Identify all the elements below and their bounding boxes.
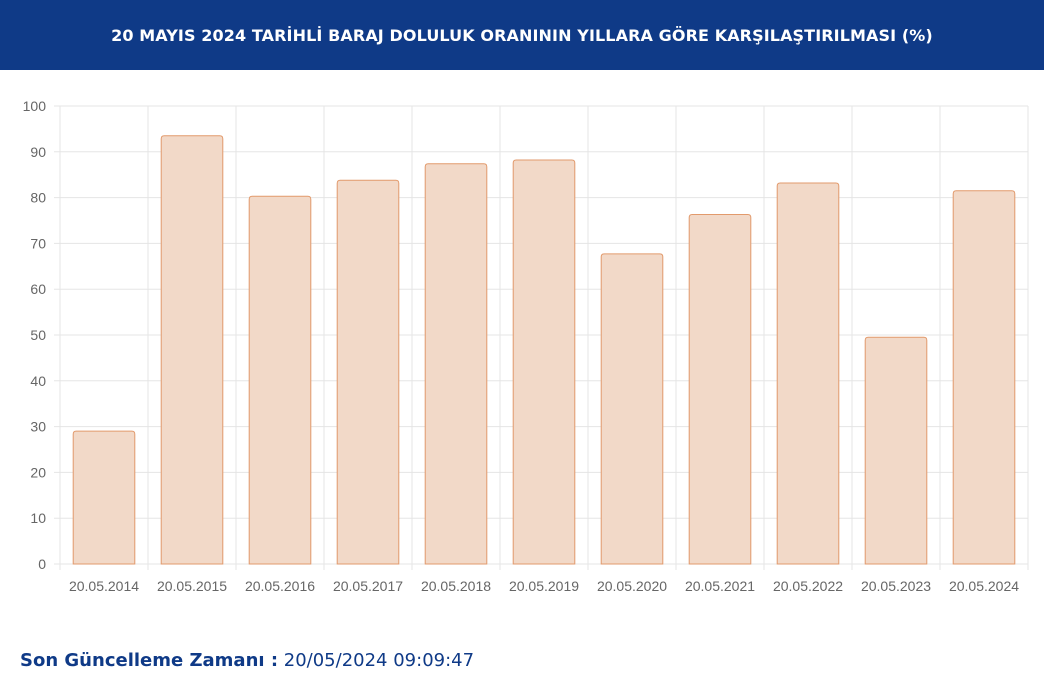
- last-update-value: 20/05/2024 09:09:47: [283, 650, 475, 671]
- x-tick-label: 20.05.2023: [861, 578, 931, 594]
- x-tick-label: 20.05.2018: [421, 578, 491, 594]
- y-tick-label: 80: [30, 190, 46, 206]
- x-tick-label: 20.05.2017: [333, 578, 403, 594]
- y-tick-label: 10: [30, 510, 46, 526]
- chart-header: 20 MAYIS 2024 TARİHLİ BARAJ DOLULUK ORAN…: [0, 0, 1044, 70]
- bar: [248, 195, 312, 565]
- x-tick-label: 20.05.2020: [597, 578, 667, 594]
- y-tick-label: 0: [38, 556, 46, 572]
- x-tick-label: 20.05.2021: [685, 578, 755, 594]
- x-tick-label: 20.05.2019: [509, 578, 579, 594]
- bar: [160, 135, 224, 565]
- last-update-label: Son Güncelleme Zamanı :: [20, 650, 279, 671]
- chart-area: 0 10 20 30 40 50 60 70 80 90 100 20.05.2014 20.05.20…: [0, 70, 1044, 610]
- chart-title: 20 MAYIS 2024 TARİHLİ BARAJ DOLULUK ORAN…: [111, 25, 933, 45]
- x-tick-label: 20.05.2024: [949, 578, 1019, 594]
- bar: [600, 253, 664, 565]
- y-tick-label: 30: [30, 419, 46, 435]
- y-tick-label: 40: [30, 373, 46, 389]
- x-tick-label: 20.05.2014: [69, 578, 139, 594]
- bar-chart: 0 10 20 30 40 50 60 70 80 90 100 20.05.2014 20.05.20…: [23, 98, 1029, 594]
- bar: [512, 159, 576, 565]
- x-tick-label: 20.05.2022: [773, 578, 843, 594]
- bar: [336, 179, 400, 565]
- x-tick-label: 20.05.2016: [245, 578, 315, 594]
- y-tick-label: 60: [30, 281, 46, 297]
- bar: [776, 182, 840, 565]
- last-update: Son Güncelleme Zamanı : 20/05/2024 09:09…: [20, 650, 474, 671]
- bar: [688, 214, 752, 565]
- y-tick-label: 70: [30, 235, 46, 251]
- y-tick-label: 90: [30, 144, 46, 160]
- bar: [952, 190, 1016, 565]
- bar: [864, 336, 928, 565]
- bar: [424, 163, 488, 565]
- y-tick-label: 50: [30, 327, 46, 343]
- y-tick-label: 20: [30, 464, 46, 480]
- y-tick-label: 100: [23, 98, 47, 114]
- x-tick-label: 20.05.2015: [157, 578, 227, 594]
- bar: [72, 430, 136, 565]
